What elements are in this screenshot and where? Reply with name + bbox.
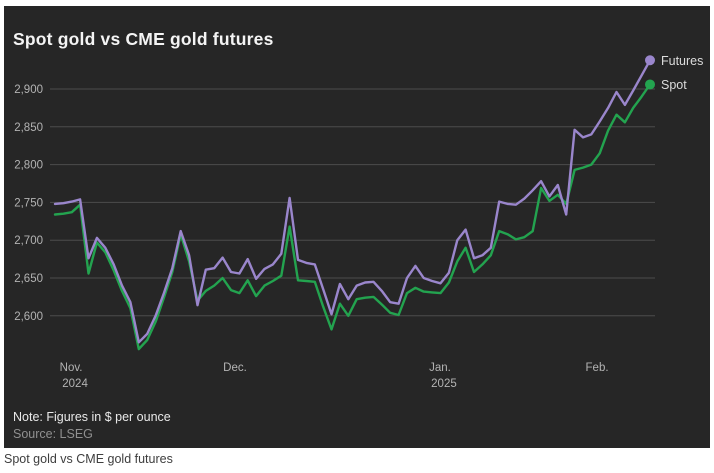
chart-title: Spot gold vs CME gold futures	[13, 28, 274, 49]
x-axis-tick-label: Nov.	[60, 362, 83, 374]
x-axis-tick-label: Dec.	[223, 362, 247, 374]
y-axis-tick-label: 2,650	[14, 273, 43, 285]
chart-card: Spot gold vs CME gold futures 2,900 2,850…	[4, 6, 710, 448]
chart-caption: Spot gold vs CME gold futures	[4, 452, 173, 466]
x-axis-year-label: 2025	[431, 378, 457, 390]
y-axis-tick-label: 2,700	[14, 235, 43, 247]
y-axis-tick-label: 2,750	[14, 197, 43, 209]
y-axis-tick-label: 2,850	[14, 122, 43, 134]
futures-end-dot	[645, 55, 655, 66]
y-axis-tick-label: 2,600	[14, 311, 43, 323]
chart-note: Note: Figures in $ per ounce	[13, 410, 171, 424]
gold-line-chart: 2,900 2,850 2,800 2,750 2,700 2,650 2,600 Nov. 2…	[14, 54, 703, 390]
legend-label-spot: Spot	[661, 78, 687, 92]
futures-line	[53, 59, 652, 344]
spot-line	[53, 83, 652, 351]
legend-label-futures: Futures	[661, 54, 703, 68]
x-axis-tick-label: Feb.	[586, 362, 609, 374]
y-axis-tick-label: 2,800	[14, 160, 43, 172]
x-axis-tick-label: Jan.	[429, 362, 451, 374]
x-axis-year-label: 2024	[62, 378, 88, 390]
spot-end-dot	[645, 79, 655, 90]
chart-source: Source: LSEG	[13, 427, 93, 441]
y-axis-tick-label: 2,900	[14, 84, 43, 96]
